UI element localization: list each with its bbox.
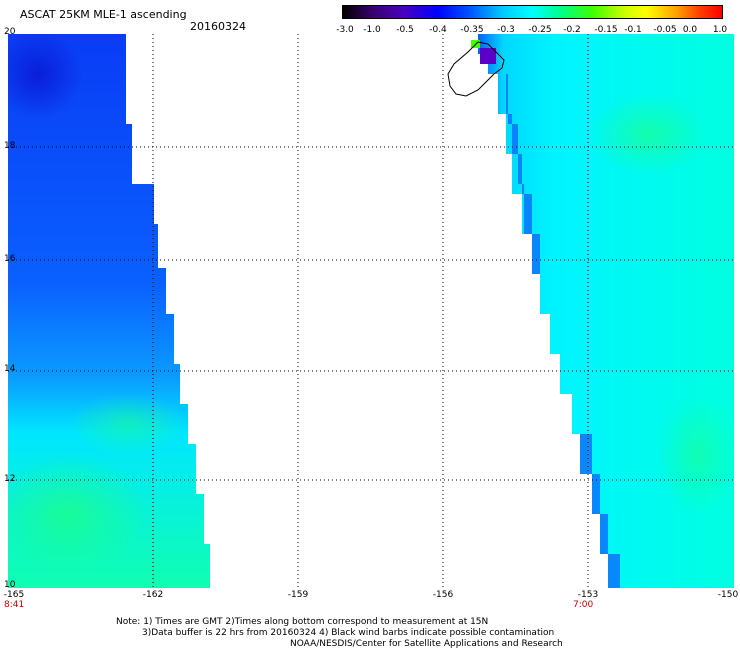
map-title: ASCAT 25KM MLE-1 ascending <box>20 8 187 21</box>
green-patch <box>68 394 188 454</box>
color-scale-bar <box>342 5 723 19</box>
violet-pixel <box>480 48 496 64</box>
lat-label: 18 <box>4 141 16 151</box>
time-label: 8:41 <box>4 600 25 610</box>
colorbar-label: -0.5 <box>396 25 414 35</box>
colorbar-label: 1.0 <box>712 25 728 35</box>
colorbar-label: -3.0 <box>336 25 354 35</box>
color-scale-labels: -3.0 -1.0 -0.5 -0.4 -0.35 -0.3 -0.25 -0.… <box>330 25 740 39</box>
blue-edge <box>498 74 540 274</box>
island-outline <box>447 41 505 97</box>
grid <box>8 34 734 588</box>
lon-label: -159 <box>287 590 309 600</box>
lon-label: -156 <box>432 590 454 600</box>
colorbar-label: -1.0 <box>363 25 381 35</box>
colorbar-label: -0.05 <box>653 25 677 35</box>
colorbar-label: -0.1 <box>624 25 642 35</box>
green-patch <box>8 454 148 574</box>
green-patch <box>588 94 708 174</box>
time-label: 7:00 <box>573 600 594 610</box>
blue-edge <box>580 434 620 588</box>
note-line: Note: 1) Times are GMT 2)Times along bot… <box>116 617 489 627</box>
colorbar-label: 0.0 <box>682 25 698 35</box>
lon-label: -162 <box>142 590 164 600</box>
dark-blue-patch <box>8 34 83 119</box>
map-date: 20160324 <box>190 20 246 33</box>
lon-label: -153 <box>577 590 599 600</box>
lat-label: 14 <box>4 364 16 374</box>
green-patch <box>658 394 734 514</box>
colorbar-label: -0.3 <box>497 25 515 35</box>
note-line: NOAA/NESDIS/Center for Satellite Applica… <box>290 639 563 649</box>
colorbar-label: -0.4 <box>429 25 447 35</box>
colorbar-label: -0.15 <box>594 25 618 35</box>
lat-label: 16 <box>4 254 16 264</box>
colorbar-label: -0.35 <box>460 25 484 35</box>
lat-label: 20 <box>4 27 16 37</box>
lat-label: 10 <box>4 580 16 590</box>
lon-label: -150 <box>717 590 739 600</box>
lon-label: -165 <box>3 590 25 600</box>
wind-map <box>8 34 734 588</box>
note-line: 3)Data buffer is 22 hrs from 20160324 4)… <box>142 628 555 638</box>
lat-label: 12 <box>4 474 16 484</box>
colorbar-label: -0.2 <box>563 25 581 35</box>
colorbar-label: -0.25 <box>528 25 552 35</box>
